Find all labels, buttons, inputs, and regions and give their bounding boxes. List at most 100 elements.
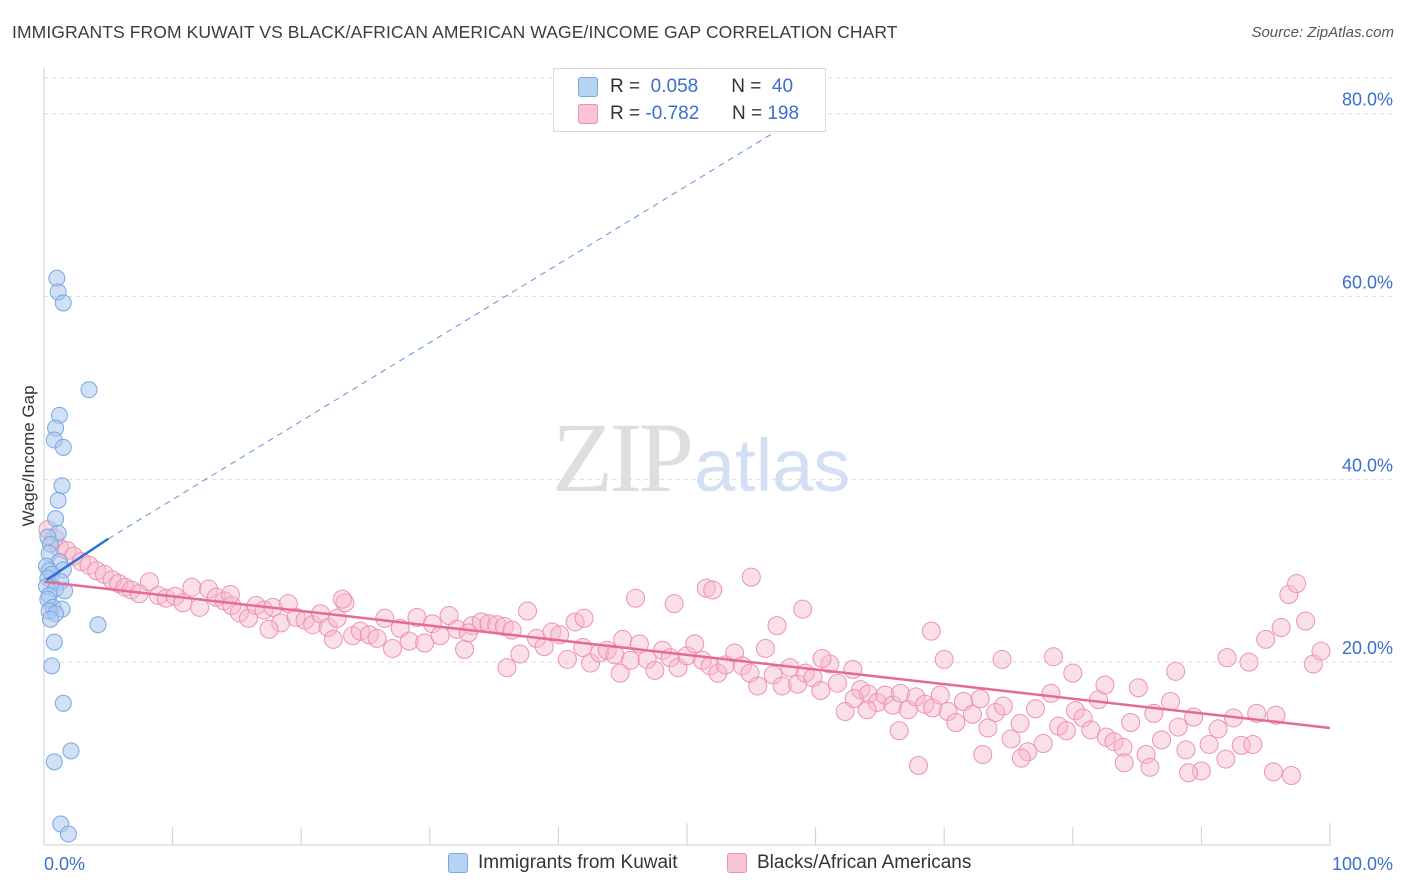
black-point <box>220 585 240 605</box>
black-point <box>875 685 895 705</box>
kuwait-point <box>54 294 72 312</box>
black-point <box>139 572 159 592</box>
black-trendline <box>43 580 1331 730</box>
black-swatch <box>727 853 747 873</box>
black-point <box>1026 699 1046 719</box>
black-point <box>708 663 728 683</box>
black-point <box>199 579 219 599</box>
axes <box>43 68 1331 846</box>
black-point <box>812 649 832 669</box>
black-point <box>973 745 993 765</box>
black-point <box>930 685 950 705</box>
black-point <box>1044 647 1064 667</box>
black-point <box>1104 732 1124 752</box>
black-point <box>1311 641 1331 661</box>
black-point <box>574 608 594 628</box>
y-tick-label: 40.0% <box>1342 455 1393 475</box>
black-point <box>938 702 958 722</box>
black-point <box>1179 763 1199 783</box>
y-tick-label: 60.0% <box>1342 273 1393 293</box>
black-point <box>1287 574 1307 594</box>
black-point <box>1095 675 1115 695</box>
kuwait-point <box>62 742 80 760</box>
black-point <box>557 649 577 669</box>
black-point <box>843 659 863 679</box>
y-tick-label: 20.0% <box>1342 638 1393 658</box>
black-point <box>1247 703 1267 723</box>
black-point <box>978 718 998 738</box>
black-point <box>271 613 291 633</box>
r-label: R = <box>610 103 641 124</box>
axis-labels: 20.0% 40.0% 60.0% 80.0% 0.0% 100.0% Wage/Incom… <box>19 90 1393 874</box>
black-point <box>1073 708 1093 728</box>
black-point <box>510 644 530 664</box>
black-point <box>992 649 1012 669</box>
black-point <box>375 608 395 628</box>
black-point <box>458 623 478 643</box>
black-point <box>1114 753 1134 773</box>
black-point <box>323 629 343 649</box>
black-point <box>1001 729 1021 749</box>
black-point <box>741 567 761 587</box>
black-point <box>772 676 792 696</box>
black-point <box>182 577 202 597</box>
kuwait-point <box>89 616 107 634</box>
black-legend-label: Blacks/African Americans <box>757 852 972 873</box>
black-point <box>1041 683 1061 703</box>
black-point <box>1152 730 1172 750</box>
black-swatch <box>578 104 598 124</box>
black-point <box>890 683 910 703</box>
kuwait-point <box>59 825 77 843</box>
black-point <box>1263 762 1283 782</box>
black-point <box>645 660 665 680</box>
y-axis-label: Wage/Income Gap <box>19 385 38 526</box>
black-point <box>857 700 877 720</box>
gridlines <box>44 77 1392 663</box>
black-point <box>415 633 435 653</box>
black-point <box>827 673 847 693</box>
legend-row-black: R = -0.782 N = 198 <box>578 102 799 126</box>
kuwait-trend-solid <box>45 537 109 581</box>
black-point <box>986 702 1006 722</box>
black-point <box>1161 691 1181 711</box>
black-trend-line <box>43 580 1331 730</box>
chart-title: IMMIGRANTS FROM KUWAIT VS BLACK/AFRICAN … <box>12 22 898 42</box>
watermark-zip: ZIP <box>552 402 694 513</box>
black-point <box>1217 648 1237 668</box>
black-point <box>962 704 982 724</box>
kuwait-legend-label: Immigrants from Kuwait <box>478 852 678 873</box>
black-point <box>1208 719 1228 739</box>
kuwait-point <box>80 381 98 399</box>
kuwait-trendline <box>108 122 791 540</box>
black-point <box>946 713 966 733</box>
black-point <box>748 676 768 696</box>
kuwait-point <box>45 633 63 651</box>
watermark: ZIPatlas <box>552 400 850 515</box>
black-point <box>1113 737 1133 757</box>
kuwait-point <box>54 438 72 456</box>
black-point <box>542 622 562 642</box>
black-point <box>518 601 538 621</box>
correlation-legend: R = 0.058 N = 40 R = -0.782 N = 198 <box>553 68 826 132</box>
black-point <box>883 695 903 715</box>
kuwait-point <box>47 510 65 528</box>
x-tick-label: 0.0% <box>44 854 85 874</box>
legend-row-kuwait: R = 0.058 N = 40 <box>578 75 793 99</box>
black-point <box>430 626 450 646</box>
black-point <box>1266 705 1286 725</box>
black-point <box>755 638 775 658</box>
black-point <box>399 631 419 651</box>
black-point <box>620 650 640 670</box>
black-point <box>811 681 831 701</box>
kuwait-point <box>43 657 61 675</box>
kuwait-point <box>49 491 67 509</box>
kuwait-point <box>41 610 59 628</box>
black-point <box>696 578 716 598</box>
black-point <box>497 658 517 678</box>
black-point <box>993 696 1013 716</box>
black-point <box>332 589 352 609</box>
black-point <box>1033 734 1053 754</box>
black-point <box>1281 766 1301 786</box>
black-point <box>1128 678 1148 698</box>
black-point <box>1065 701 1085 721</box>
